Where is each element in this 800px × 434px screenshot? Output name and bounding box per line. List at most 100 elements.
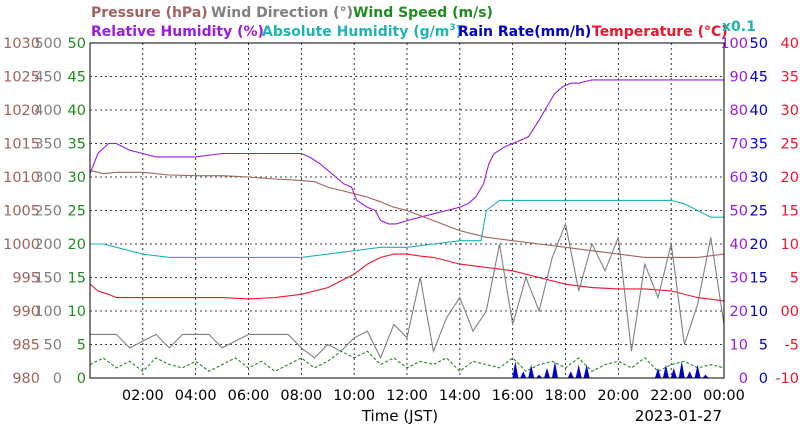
pressure-tick-label: 1000 — [3, 237, 40, 253]
temperature-tick-label: 40 — [781, 36, 799, 52]
wind-speed-tick-label: 25 — [68, 204, 86, 220]
pressure-tick-label: 980 — [12, 371, 40, 387]
rain-rate-tick-label: 5 — [759, 338, 768, 354]
legend-absolute-humidity-sup: 3 — [449, 23, 455, 33]
series-relative-humidity — [89, 79, 724, 225]
wind-direction-tick-label: 150 — [34, 271, 62, 287]
wind-speed-tick-label: 30 — [68, 170, 86, 186]
wind-direction-tick-label: 450 — [34, 70, 62, 86]
rain-spike — [694, 364, 701, 378]
legend-wind-speed: Wind Speed (m/s) — [353, 5, 493, 21]
x-tick-label: 22:00 — [650, 388, 692, 404]
rain-spike — [520, 371, 527, 378]
wind-direction-tick-label: 100 — [34, 304, 62, 320]
legend-absolute-humidity-close: ) — [456, 24, 462, 40]
rain-rate-tick-label: 0 — [759, 371, 768, 387]
rain-rate-tick-label: 15 — [750, 271, 768, 287]
series-temperature-c — [89, 253, 725, 302]
rain-spike — [567, 371, 574, 378]
rain-spike — [512, 361, 519, 378]
axis-labels: 1030102510201015101010051000995990985980… — [3, 36, 799, 404]
pressure-tick-label: 1015 — [3, 137, 40, 153]
rain-spike — [654, 367, 661, 378]
legend-absolute-humidity: Absolute Humidity (g/m — [262, 24, 449, 40]
rain-rate-tick-label: 30 — [750, 170, 768, 186]
pressure-tick-label: 995 — [12, 271, 40, 287]
temperature-tick-label: -10 — [775, 371, 799, 387]
x-tick-label: 18:00 — [545, 388, 587, 404]
wind-direction-tick-label: 400 — [34, 103, 62, 119]
wind-speed-tick-label: 20 — [68, 237, 86, 253]
rain-rate-tick-label: 50 — [750, 36, 768, 52]
grid — [90, 43, 724, 378]
rain-rate-tick-label: 25 — [750, 204, 768, 220]
rain-spike — [702, 374, 709, 378]
wind-direction-tick-label: 350 — [34, 137, 62, 153]
legend-pressure: Pressure (hPa) — [91, 5, 208, 21]
rain-spike — [678, 361, 685, 378]
wind-speed-tick-label: 5 — [77, 338, 86, 354]
rain-spike — [551, 361, 558, 378]
x-tick-label: 02:00 — [122, 388, 164, 404]
wind-speed-tick-label: 15 — [68, 271, 86, 287]
relative-humidity-tick-label: 50 — [730, 204, 748, 220]
temperature-tick-label: 30 — [781, 103, 799, 119]
wind-speed-tick-label: 40 — [68, 103, 86, 119]
wind-direction-tick-label: 300 — [34, 170, 62, 186]
legend-wind-direction: Wind Direction (°) — [211, 5, 353, 21]
relative-humidity-tick-label: 40 — [730, 237, 748, 253]
rain-rate-tick-label: 35 — [750, 137, 768, 153]
pressure-tick-label: 1010 — [3, 170, 40, 186]
rain-spike — [575, 364, 582, 378]
temperature-tick-label: 35 — [781, 70, 799, 86]
series-group — [89, 79, 725, 378]
series-absolute-humidity-g-m3 — [90, 199, 724, 258]
wind-direction-tick-label: 500 — [34, 36, 62, 52]
relative-humidity-tick-label: 90 — [730, 70, 748, 86]
wind-direction-tick-label: 0 — [53, 371, 62, 387]
relative-humidity-tick-label: 60 — [730, 170, 748, 186]
series-wind-speed-m-s — [89, 350, 725, 373]
pressure-tick-label: 1020 — [3, 103, 40, 119]
wind-speed-tick-label: 0 — [77, 371, 86, 387]
wind-direction-tick-label: 250 — [34, 204, 62, 220]
rain-spike — [544, 367, 551, 378]
relative-humidity-tick-label: 10 — [730, 338, 748, 354]
rain-rate-tick-label: 40 — [750, 103, 768, 119]
x-tick-label: 00:00 — [703, 388, 745, 404]
legend-rain-rate: Rain Rate(mm/h) — [458, 24, 591, 40]
x-tick-label: 10:00 — [333, 388, 375, 404]
x-tick-label: 04:00 — [175, 388, 217, 404]
x-axis-title: Time (JST) — [361, 407, 438, 425]
rain-spike — [670, 367, 677, 378]
x-tick-label: 16:00 — [492, 388, 534, 404]
rain-rate-tick-label: 45 — [750, 70, 768, 86]
plot-frame — [89, 42, 725, 379]
relative-humidity-tick-label: 30 — [730, 271, 748, 287]
rain-rate-tick-label: 20 — [750, 237, 768, 253]
pressure-tick-label: 990 — [12, 304, 40, 320]
pressure-tick-label: 1005 — [3, 204, 40, 220]
wind-direction-tick-label: 200 — [34, 237, 62, 253]
x-tick-label: 12:00 — [386, 388, 428, 404]
rain-spike — [583, 364, 590, 378]
relative-humidity-tick-label: 70 — [730, 137, 748, 153]
legend-row-1: Pressure (hPa) Wind Direction (°) Wind S… — [91, 5, 493, 21]
legend-row-2: Relative Humidity (%) Absolute Humidity … — [91, 23, 728, 40]
temperature-tick-label: 00 — [781, 304, 799, 320]
wind-speed-tick-label: 10 — [68, 304, 86, 320]
temperature-tick-label: 10 — [781, 237, 799, 253]
rain-spike — [686, 371, 693, 378]
wind-speed-tick-label: 45 — [68, 70, 86, 86]
temperature-tick-label: -5 — [785, 338, 799, 354]
temperature-tick-label: 20 — [781, 170, 799, 186]
x-tick-label: 06:00 — [228, 388, 270, 404]
legend-temperature: Temperature (°C) — [592, 24, 728, 40]
temperature-tick-label: 25 — [781, 137, 799, 153]
pressure-tick-label: 1025 — [3, 70, 40, 86]
wind-speed-tick-label: 50 — [68, 36, 86, 52]
relative-humidity-tick-label: 0 — [739, 371, 748, 387]
temperature-tick-label: 15 — [781, 204, 799, 220]
series-pressure-hpa — [89, 169, 725, 258]
